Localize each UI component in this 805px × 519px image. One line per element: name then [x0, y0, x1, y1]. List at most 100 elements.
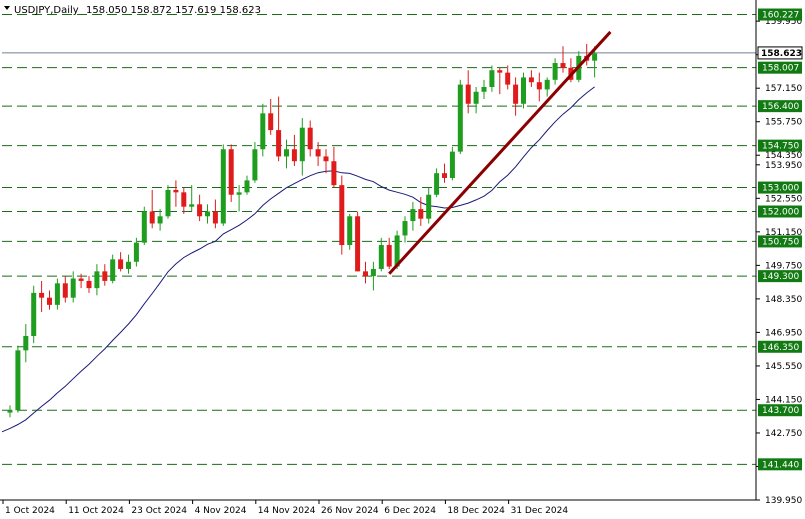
x-tick-label: 6 Dec 2024 [384, 506, 436, 516]
candle-body [323, 156, 329, 162]
candle-body [299, 127, 305, 162]
candle-body [315, 149, 321, 157]
candle-body [39, 292, 45, 298]
level-label: 146.350 [762, 343, 799, 353]
candle-body [118, 259, 124, 269]
candle-body [220, 149, 226, 224]
y-tick-label: 144.150 [765, 395, 802, 405]
current-price-label: 158.623 [761, 49, 802, 59]
candle-body [481, 86, 487, 92]
y-tick-label: 152.550 [765, 194, 802, 204]
chart-header: USDJPY,Daily 158.050 158.872 157.619 158… [4, 5, 261, 16]
dropdown-triangle-icon[interactable] [4, 6, 10, 10]
candle-body [339, 185, 345, 246]
candle-body [394, 235, 400, 267]
candle-body [86, 280, 92, 289]
candle-body [15, 350, 21, 411]
level-label: 160.227 [762, 11, 799, 21]
candle-body [228, 149, 234, 195]
y-tick-label: 146.950 [765, 328, 802, 338]
moving-average-line [1, 86, 595, 433]
trendline [388, 30, 612, 275]
y-tick-label: 151.150 [765, 228, 802, 238]
y-tick-label: 142.750 [765, 429, 802, 439]
y-tick-label: 139.950 [765, 496, 802, 506]
ohlc-values: 158.050 158.872 157.619 158.623 [86, 5, 261, 16]
candle-body [418, 209, 424, 219]
candle-body [284, 149, 289, 157]
candle-body [181, 192, 187, 207]
current-price-box [757, 46, 803, 60]
candle-body [141, 211, 147, 243]
candle-body [244, 180, 250, 193]
level-label: 150.750 [762, 237, 799, 247]
level-label-box [758, 139, 802, 152]
candle-body [252, 149, 258, 181]
level-label-box [758, 61, 802, 74]
candle-body [592, 53, 598, 61]
level-label-box [758, 100, 802, 113]
candle-body [205, 211, 210, 217]
level-label: 149.300 [762, 272, 799, 282]
candle-body [54, 283, 60, 305]
y-tick-label: 154.350 [765, 151, 802, 161]
candle-body [23, 335, 29, 351]
x-tick-label: 23 Oct 2024 [131, 506, 187, 516]
candle-body [70, 278, 76, 298]
level-label: 158.007 [762, 64, 799, 74]
level-label-box [758, 270, 802, 283]
candle-body [47, 297, 52, 305]
x-tick-label: 31 Dec 2024 [511, 506, 569, 516]
candle-body [236, 192, 242, 195]
candle-body [370, 268, 376, 277]
candle-body [434, 173, 440, 195]
candle-body [94, 271, 100, 289]
candle-body [442, 173, 447, 178]
candle-body [528, 77, 534, 83]
candle-body [505, 72, 511, 85]
candle-body [355, 216, 361, 272]
candle-body [157, 216, 163, 224]
candle-body [378, 245, 384, 269]
candle-body [78, 278, 84, 281]
y-tick-label: 153.950 [765, 161, 802, 171]
x-tick-label: 26 Nov 2024 [321, 506, 379, 516]
y-tick-label: 148.350 [765, 295, 802, 305]
level-label: 156.400 [762, 102, 799, 112]
x-tick-label: 11 Oct 2024 [68, 506, 124, 516]
level-label-box [758, 235, 802, 248]
level-label-box [758, 340, 802, 353]
levels-layer [2, 14, 756, 465]
trend-layer [388, 30, 612, 275]
candle-body [489, 70, 495, 87]
candle-body [363, 271, 368, 277]
candle-body [212, 211, 218, 224]
candle-body [307, 127, 313, 150]
level-label: 141.440 [762, 460, 799, 470]
candle-body [102, 271, 108, 281]
candle-body [347, 216, 353, 246]
y-tick-label: 159.950 [765, 17, 802, 27]
level-label-box [758, 8, 802, 21]
candle-body [173, 189, 179, 193]
candle-body [513, 84, 519, 104]
level-label: 154.750 [762, 142, 799, 152]
level-label-box [758, 404, 802, 417]
candle-body [544, 79, 550, 90]
candle-body [402, 221, 408, 236]
x-tick-label: 4 Nov 2024 [195, 506, 247, 516]
candle-body [457, 84, 463, 152]
y-tick-label: 149.750 [765, 261, 802, 271]
level-label: 152.000 [762, 207, 799, 217]
time-axis: 1 Oct 2024 11 Oct 2024 23 Oct 2024 4 Nov 20… [2, 500, 569, 516]
candle-body [197, 204, 203, 217]
candle-body [126, 261, 131, 269]
level-label: 153.000 [762, 184, 799, 194]
symbol-title: USDJPY,Daily [14, 5, 79, 16]
candle-body [291, 149, 297, 162]
level-label-box [758, 181, 802, 194]
level-label: 143.700 [762, 406, 799, 416]
candle-body [133, 242, 139, 262]
candle-body [560, 63, 566, 68]
